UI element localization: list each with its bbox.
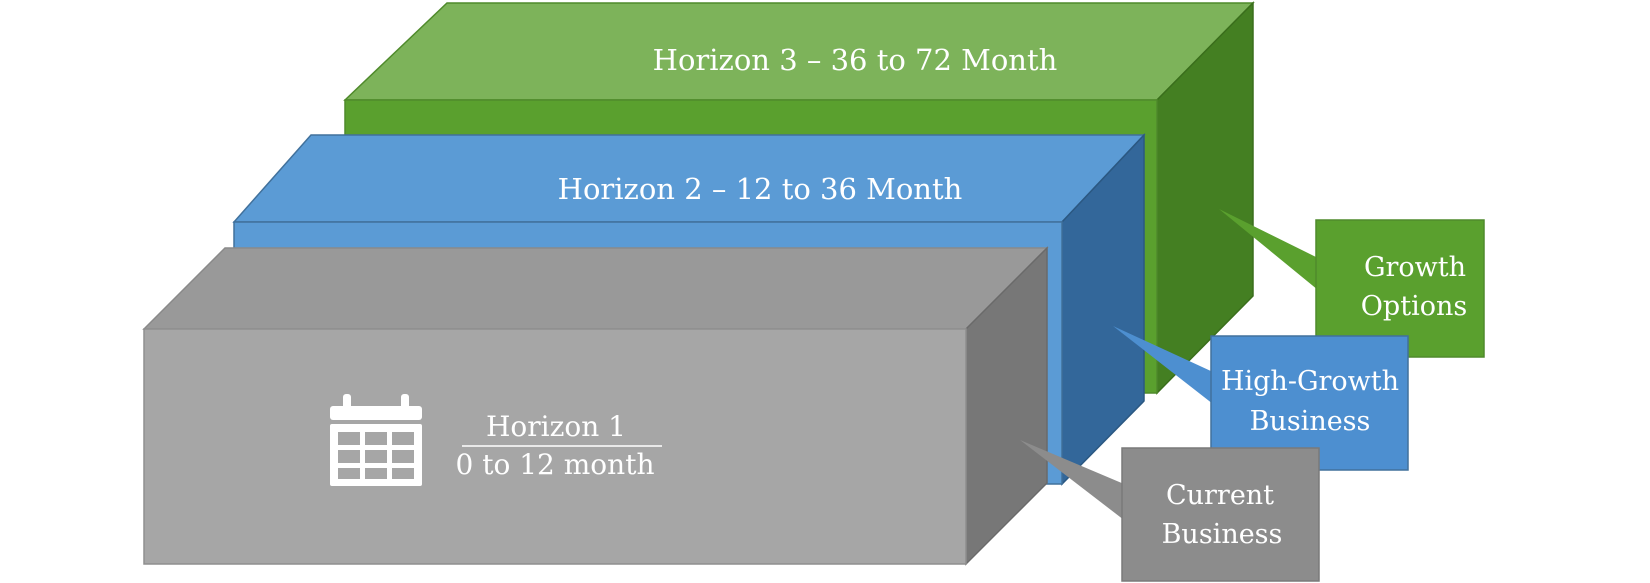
callout-current-business: Current Business [1020,440,1320,582]
horizon-1-top-face [142,247,1049,330]
callout-current-business-pointer [1020,440,1124,520]
horizon-1-timeframe: 0 to 12 month [456,448,655,481]
callout-growth-options-box [1315,219,1485,358]
callout-current-business-box [1121,447,1320,582]
callout-current-business-line1: Current [1166,480,1274,511]
horizon-2-label: Horizon 2 – 12 to 36 Month [558,172,963,206]
callout-high-growth-line2: Business [1250,406,1371,437]
horizon-3-label: Horizon 3 – 36 to 72 Month [653,43,1058,77]
calendar-icon [330,394,422,486]
callout-growth-options: Growth Options [1219,209,1485,358]
callout-growth-options-line1: Growth [1364,252,1466,283]
horizon-1-label: Horizon 1 [486,410,626,443]
callout-current-business-line2: Business [1162,519,1283,550]
callout-high-growth-pointer [1113,326,1213,404]
callout-growth-options-pointer [1219,209,1318,290]
callout-growth-options-line2: Options [1361,291,1467,322]
horizon-1-block: Horizon 1 0 to 12 month [142,246,1049,566]
callout-high-growth-line1: High-Growth [1221,366,1399,397]
